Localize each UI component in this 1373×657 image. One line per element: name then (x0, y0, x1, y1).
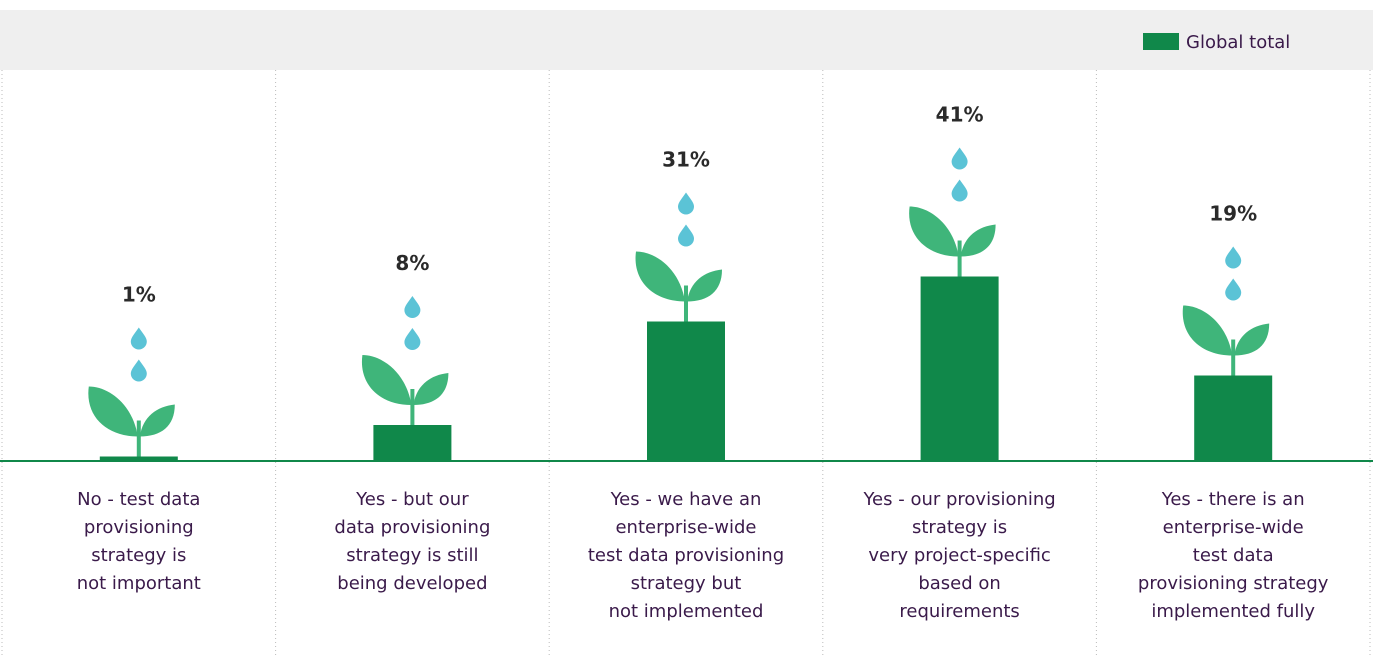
water-drop (678, 192, 694, 215)
water-drop (951, 179, 968, 202)
plant-icon (909, 147, 996, 277)
plant-icon (635, 192, 722, 322)
plant-leaf (635, 251, 685, 302)
water-drop (1225, 278, 1242, 301)
water-drop (130, 327, 147, 350)
bar (920, 276, 999, 461)
x-tick-label: Yes - but our data provisioning strategy… (334, 489, 491, 594)
x-tick-label: Yes - our provisioning strategy is very … (863, 489, 1056, 622)
bar (1194, 375, 1273, 461)
water-drop (951, 147, 968, 170)
plant-leaf (909, 206, 959, 257)
bar (373, 425, 452, 461)
water-drop (404, 296, 421, 318)
water-drop (404, 328, 421, 350)
legend-label: Global total (1186, 32, 1290, 53)
legend-swatch (1143, 33, 1179, 50)
plant-icon (361, 296, 449, 425)
x-tick-label: No - test data provisioning strategy is … (76, 489, 201, 594)
bar (647, 321, 725, 461)
water-drop (678, 224, 694, 247)
value-label: 1% (122, 283, 156, 307)
value-label: 41% (936, 103, 984, 127)
plant-leaf (1182, 305, 1233, 356)
plant-stem (410, 389, 415, 425)
plant-icon (88, 327, 175, 457)
plant-leaf (413, 373, 449, 405)
water-drop (1225, 246, 1242, 269)
plant-icon (1182, 246, 1270, 376)
plant-leaf (960, 224, 996, 257)
plant-stem (136, 420, 141, 457)
plant-stem (957, 240, 962, 277)
x-tick-label: Yes - we have an enterprise-wide test da… (587, 489, 785, 622)
plant-stem (1231, 339, 1236, 376)
x-tick-label: Yes - there is an enterprise-wide test d… (1137, 489, 1329, 622)
plant-leaf (361, 355, 412, 405)
value-label: 31% (662, 148, 710, 172)
plant-leaf (1234, 323, 1270, 356)
plant-leaf (139, 404, 175, 437)
value-label: 8% (395, 251, 429, 275)
plant-leaf (687, 269, 722, 302)
value-label: 19% (1209, 202, 1257, 226)
plant-leaf (88, 386, 138, 437)
bar (99, 456, 178, 461)
plant-stem (684, 285, 688, 322)
water-drop (130, 359, 147, 382)
